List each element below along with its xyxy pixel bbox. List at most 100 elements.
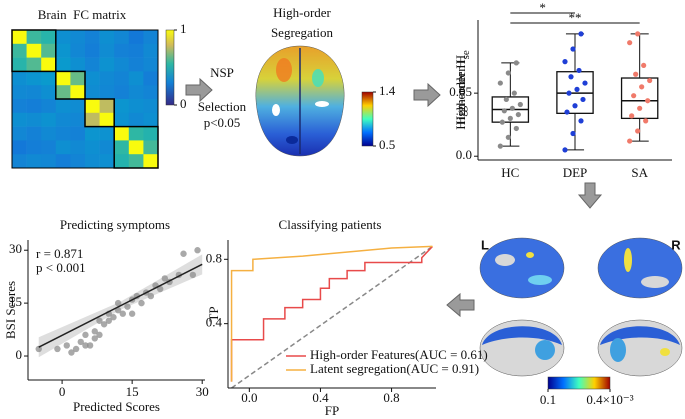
colorbar-tick-label: 0 — [180, 96, 187, 111]
heatmap-cell — [128, 85, 144, 100]
heatmap-cell — [70, 71, 86, 86]
data-point — [513, 125, 519, 132]
heatmap-cell — [143, 154, 159, 169]
data-point — [72, 345, 80, 353]
heatmap-cell — [41, 43, 57, 58]
heatmap-cell — [26, 43, 42, 58]
significance-label: * — [539, 0, 546, 15]
data-point — [568, 74, 574, 80]
heatmap-cell — [143, 140, 159, 155]
data-point — [54, 345, 61, 353]
data-point — [501, 108, 507, 114]
heatmap-cell — [114, 126, 130, 141]
annotation: NSP — [210, 65, 234, 80]
heatmap-cell — [12, 71, 27, 86]
data-point — [91, 328, 98, 335]
x-tick-label: 0.8 — [383, 390, 399, 405]
colorbar — [165, 29, 175, 106]
heatmap-cell — [41, 126, 57, 141]
heatmap-cell — [99, 71, 115, 86]
data-point — [574, 86, 580, 92]
chart-title: Segregation — [271, 25, 334, 40]
heatmap-cell — [70, 57, 86, 72]
module-outline — [84, 98, 115, 128]
arrow — [413, 82, 441, 108]
heatmap-cell — [128, 43, 144, 58]
data-point — [35, 345, 42, 353]
x-tick-label: 15 — [126, 384, 139, 399]
heatmap-cell — [12, 99, 27, 114]
heatmap-cell — [55, 126, 71, 141]
colorbar — [547, 376, 611, 390]
data-point — [100, 321, 108, 328]
y-tick-label: 0.0 — [456, 147, 472, 162]
x-tick-label: 0.0 — [241, 390, 257, 405]
heatmap-cell — [26, 126, 42, 141]
annotation: p<0.05 — [204, 115, 241, 130]
heatmap-cell — [26, 140, 42, 155]
heatmap-cell — [85, 112, 100, 127]
heatmap-cell — [85, 43, 100, 58]
heatmap-cell — [41, 71, 57, 86]
data-point — [110, 314, 117, 321]
heatmap-cell — [85, 99, 100, 114]
matrix-frame — [11, 29, 159, 169]
data-point — [128, 310, 136, 317]
heatmap-cell — [12, 43, 27, 58]
data-point — [562, 147, 568, 153]
data-point — [645, 98, 651, 104]
heatmap-cell — [55, 30, 71, 45]
data-point — [572, 103, 578, 109]
module-outline — [55, 70, 86, 100]
y-axis-label-main: High-order H — [453, 59, 468, 129]
data-point — [114, 299, 122, 307]
heatmap-cell — [55, 57, 71, 72]
data-point — [505, 70, 511, 76]
heatmap-cell — [114, 57, 130, 72]
data-point — [507, 115, 513, 121]
colorbar-tick-label: 0.4×10⁻³ — [586, 392, 633, 407]
data-point — [499, 119, 505, 125]
hemisphere-label: R — [671, 237, 681, 252]
heatmap-cell — [55, 112, 71, 127]
legend-label: Latent segregation(AUC = 0.91) — [310, 361, 479, 376]
heatmap-cell — [128, 71, 144, 86]
heatmap-cell — [26, 99, 42, 114]
data-point — [570, 130, 576, 137]
heatmap-cell — [41, 140, 57, 155]
data-point — [96, 317, 103, 324]
heatmap-cell — [12, 30, 27, 45]
data-point — [578, 31, 584, 37]
data-point — [578, 118, 584, 124]
heatmap-cell — [99, 30, 115, 45]
chart-title: Classifying patients — [279, 217, 382, 232]
heatmap-cell — [143, 126, 159, 141]
heatmap-cell — [26, 57, 42, 72]
data-point — [497, 143, 503, 149]
x-axis-label: Predicted Scores — [73, 399, 160, 414]
heatmap-cell — [128, 112, 144, 127]
data-point — [505, 134, 511, 140]
heatmap-cell — [26, 30, 42, 45]
data-point — [564, 109, 570, 115]
data-point — [138, 299, 145, 307]
heatmap-cell — [26, 85, 42, 100]
heatmap-cell — [41, 57, 57, 72]
data-point — [503, 96, 509, 103]
arrow — [577, 182, 603, 209]
x-tick-label: 30 — [196, 384, 209, 399]
annotation: r = 0.871 — [36, 246, 83, 261]
data-point — [631, 93, 637, 99]
heatmap-cell — [41, 112, 57, 127]
x-tick-label: 0.4 — [312, 390, 329, 405]
colorbar-tick-label: 0.1 — [540, 392, 556, 407]
heatmap-cell — [143, 57, 159, 72]
data-point — [156, 285, 164, 293]
y-tick-label: 0 — [16, 347, 23, 362]
heatmap-cell — [55, 43, 71, 58]
heatmap-cell — [143, 71, 159, 86]
heatmap-cell — [128, 57, 144, 72]
data-point — [189, 271, 197, 279]
data-point — [161, 275, 169, 282]
significance-label: ** — [569, 10, 582, 25]
